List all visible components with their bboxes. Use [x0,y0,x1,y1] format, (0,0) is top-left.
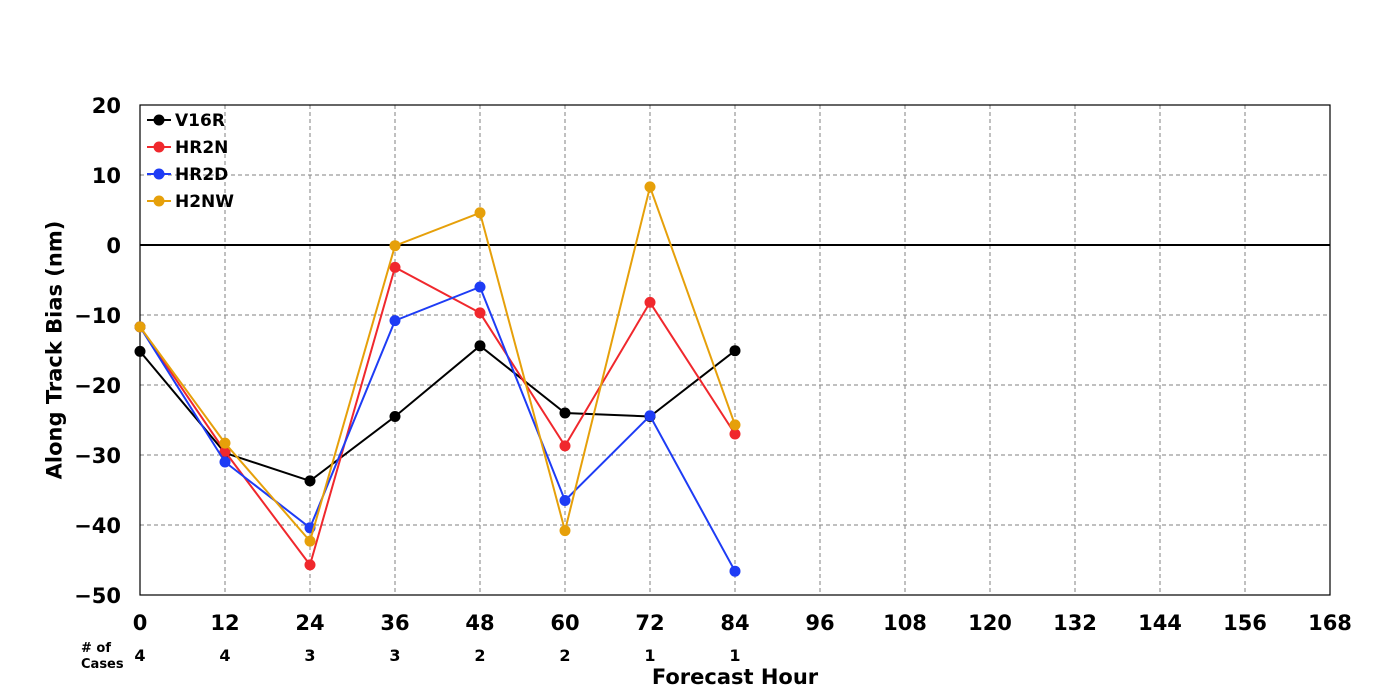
legend-marker [153,141,165,153]
x-tick-label: 84 [720,611,749,635]
x-tick-labels: 0 12 24 36 48 60 72 84 96 108 120 132 144 156 168 [133,611,1352,635]
y-tick-label: 10 [92,164,121,188]
case-count: 3 [304,646,315,665]
x-tick-label: 156 [1223,611,1267,635]
x-axis-title: Forecast Hour [652,665,819,689]
x-tick-label: 108 [883,611,927,635]
data-point [729,345,741,357]
legend-label: H2NW [175,192,234,212]
data-point [644,296,656,308]
data-point [219,456,231,468]
x-tick-label: 12 [210,611,239,635]
x-tick-label: 144 [1138,611,1182,635]
data-point [644,410,656,422]
data-point [304,475,316,487]
data-point [389,411,401,422]
series-line [139,183,736,544]
y-tick-labels: 20 10 0 −10 −20 −30 −40 −50 [74,94,121,608]
case-count: 4 [134,646,145,665]
series-layer [134,181,741,577]
y-tick-label: 0 [106,234,121,258]
case-count: 1 [644,646,655,665]
legend-item-hr2n: HR2N [147,138,228,158]
legend-marker [153,195,165,207]
y-tick-label: −50 [74,584,121,608]
data-point [474,307,486,319]
x-tick-label: 0 [133,611,148,635]
series-line [139,344,736,483]
data-point [559,440,571,452]
legend-item-h2nw: H2NW [147,192,234,212]
legend-label: HR2N [175,138,228,158]
data-point [389,315,401,327]
y-tick-label: −10 [74,304,121,328]
data-point [219,446,231,457]
data-point [559,525,571,537]
legend-label: V16R [175,111,225,131]
y-tick-label: −30 [74,444,121,468]
y-tick-label: −40 [74,514,121,538]
x-tick-label: 168 [1308,611,1352,635]
data-point [389,240,401,252]
case-count: 3 [389,646,400,665]
cases-title-line-1: # of [81,641,111,656]
legend-item-v16r: V16R [147,111,225,131]
series-line [139,285,736,572]
data-point [304,559,316,571]
case-count: 4 [219,646,230,665]
case-counts: 4 4 3 3 2 2 1 1 [134,646,740,665]
x-tick-label: 96 [805,611,834,635]
y-tick-label: 20 [92,94,121,118]
x-tick-label: 36 [380,611,409,635]
data-point [474,340,486,352]
data-point [729,428,741,440]
legend-marker [153,114,165,126]
data-point [729,565,741,577]
x-tick-label: 60 [550,611,579,635]
x-tick-label: 48 [465,611,494,635]
legend-label: HR2D [175,165,228,185]
cases-title-line-2: Cases [81,657,124,672]
data-point [134,345,146,357]
series-line [139,265,736,568]
data-point [134,321,146,333]
data-point [474,281,486,293]
x-tick-label: 132 [1053,611,1097,635]
x-tick-label: 72 [635,611,664,635]
y-tick-label: −20 [74,374,121,398]
y-axis-title: Along Track Bias (nm) [42,221,66,480]
data-point [219,437,231,449]
data-point [644,181,656,193]
legend: V16R HR2N HR2D H2NW [147,111,234,212]
case-count: 2 [559,646,570,665]
x-tick-label: 24 [295,611,324,635]
data-point [729,419,741,431]
data-point [389,261,401,273]
data-point [474,207,486,219]
legend-item-hr2d: HR2D [147,165,228,185]
case-count: 2 [474,646,485,665]
data-point [559,407,571,419]
case-count: 1 [729,646,740,665]
data-point [304,535,316,547]
data-point [559,495,571,506]
legend-marker [153,168,165,180]
series-h2nw [134,181,741,547]
x-tick-label: 120 [968,611,1012,635]
